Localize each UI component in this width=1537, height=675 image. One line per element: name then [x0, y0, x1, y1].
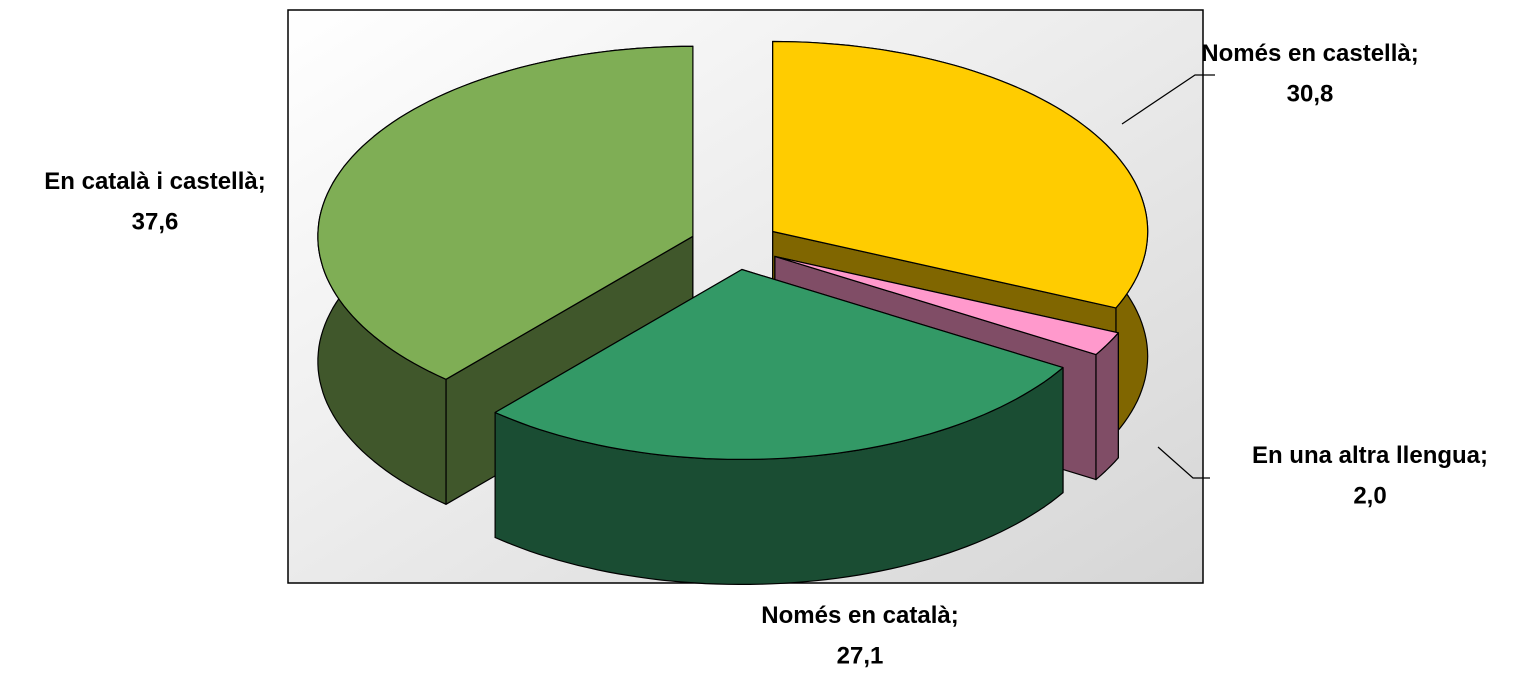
value-label: 27,1: [837, 642, 884, 669]
pie: [317, 40, 1149, 585]
separator: ;: [951, 602, 959, 629]
slice-side: [1095, 332, 1119, 481]
labels: Només en castellà; 30,8 En una altra lleng…: [44, 40, 1488, 669]
category-name: Només en castellà: [1201, 40, 1411, 67]
data-label: En català i castellà;: [44, 168, 265, 195]
separator: ;: [1411, 40, 1419, 67]
leader-line: [1121, 74, 1215, 125]
separator: ;: [258, 168, 266, 195]
data-label: Només en català;: [761, 602, 958, 629]
data-label: Només en castellà;: [1201, 40, 1418, 67]
slice: [772, 40, 1149, 309]
value-label: 30,8: [1287, 80, 1334, 107]
category-name: En una altra llengua: [1252, 442, 1481, 469]
category-name: Només en català: [761, 602, 951, 629]
value-label: 37,6: [132, 208, 179, 235]
separator: ;: [1480, 442, 1488, 469]
slice: [494, 268, 1064, 460]
data-label: En una altra llengua;: [1252, 442, 1488, 469]
slice: [317, 45, 694, 380]
leader-line: [1157, 446, 1210, 479]
value-label: 2,0: [1353, 482, 1386, 509]
category-name: En català i castellà: [44, 168, 258, 195]
slice: [774, 255, 1119, 356]
